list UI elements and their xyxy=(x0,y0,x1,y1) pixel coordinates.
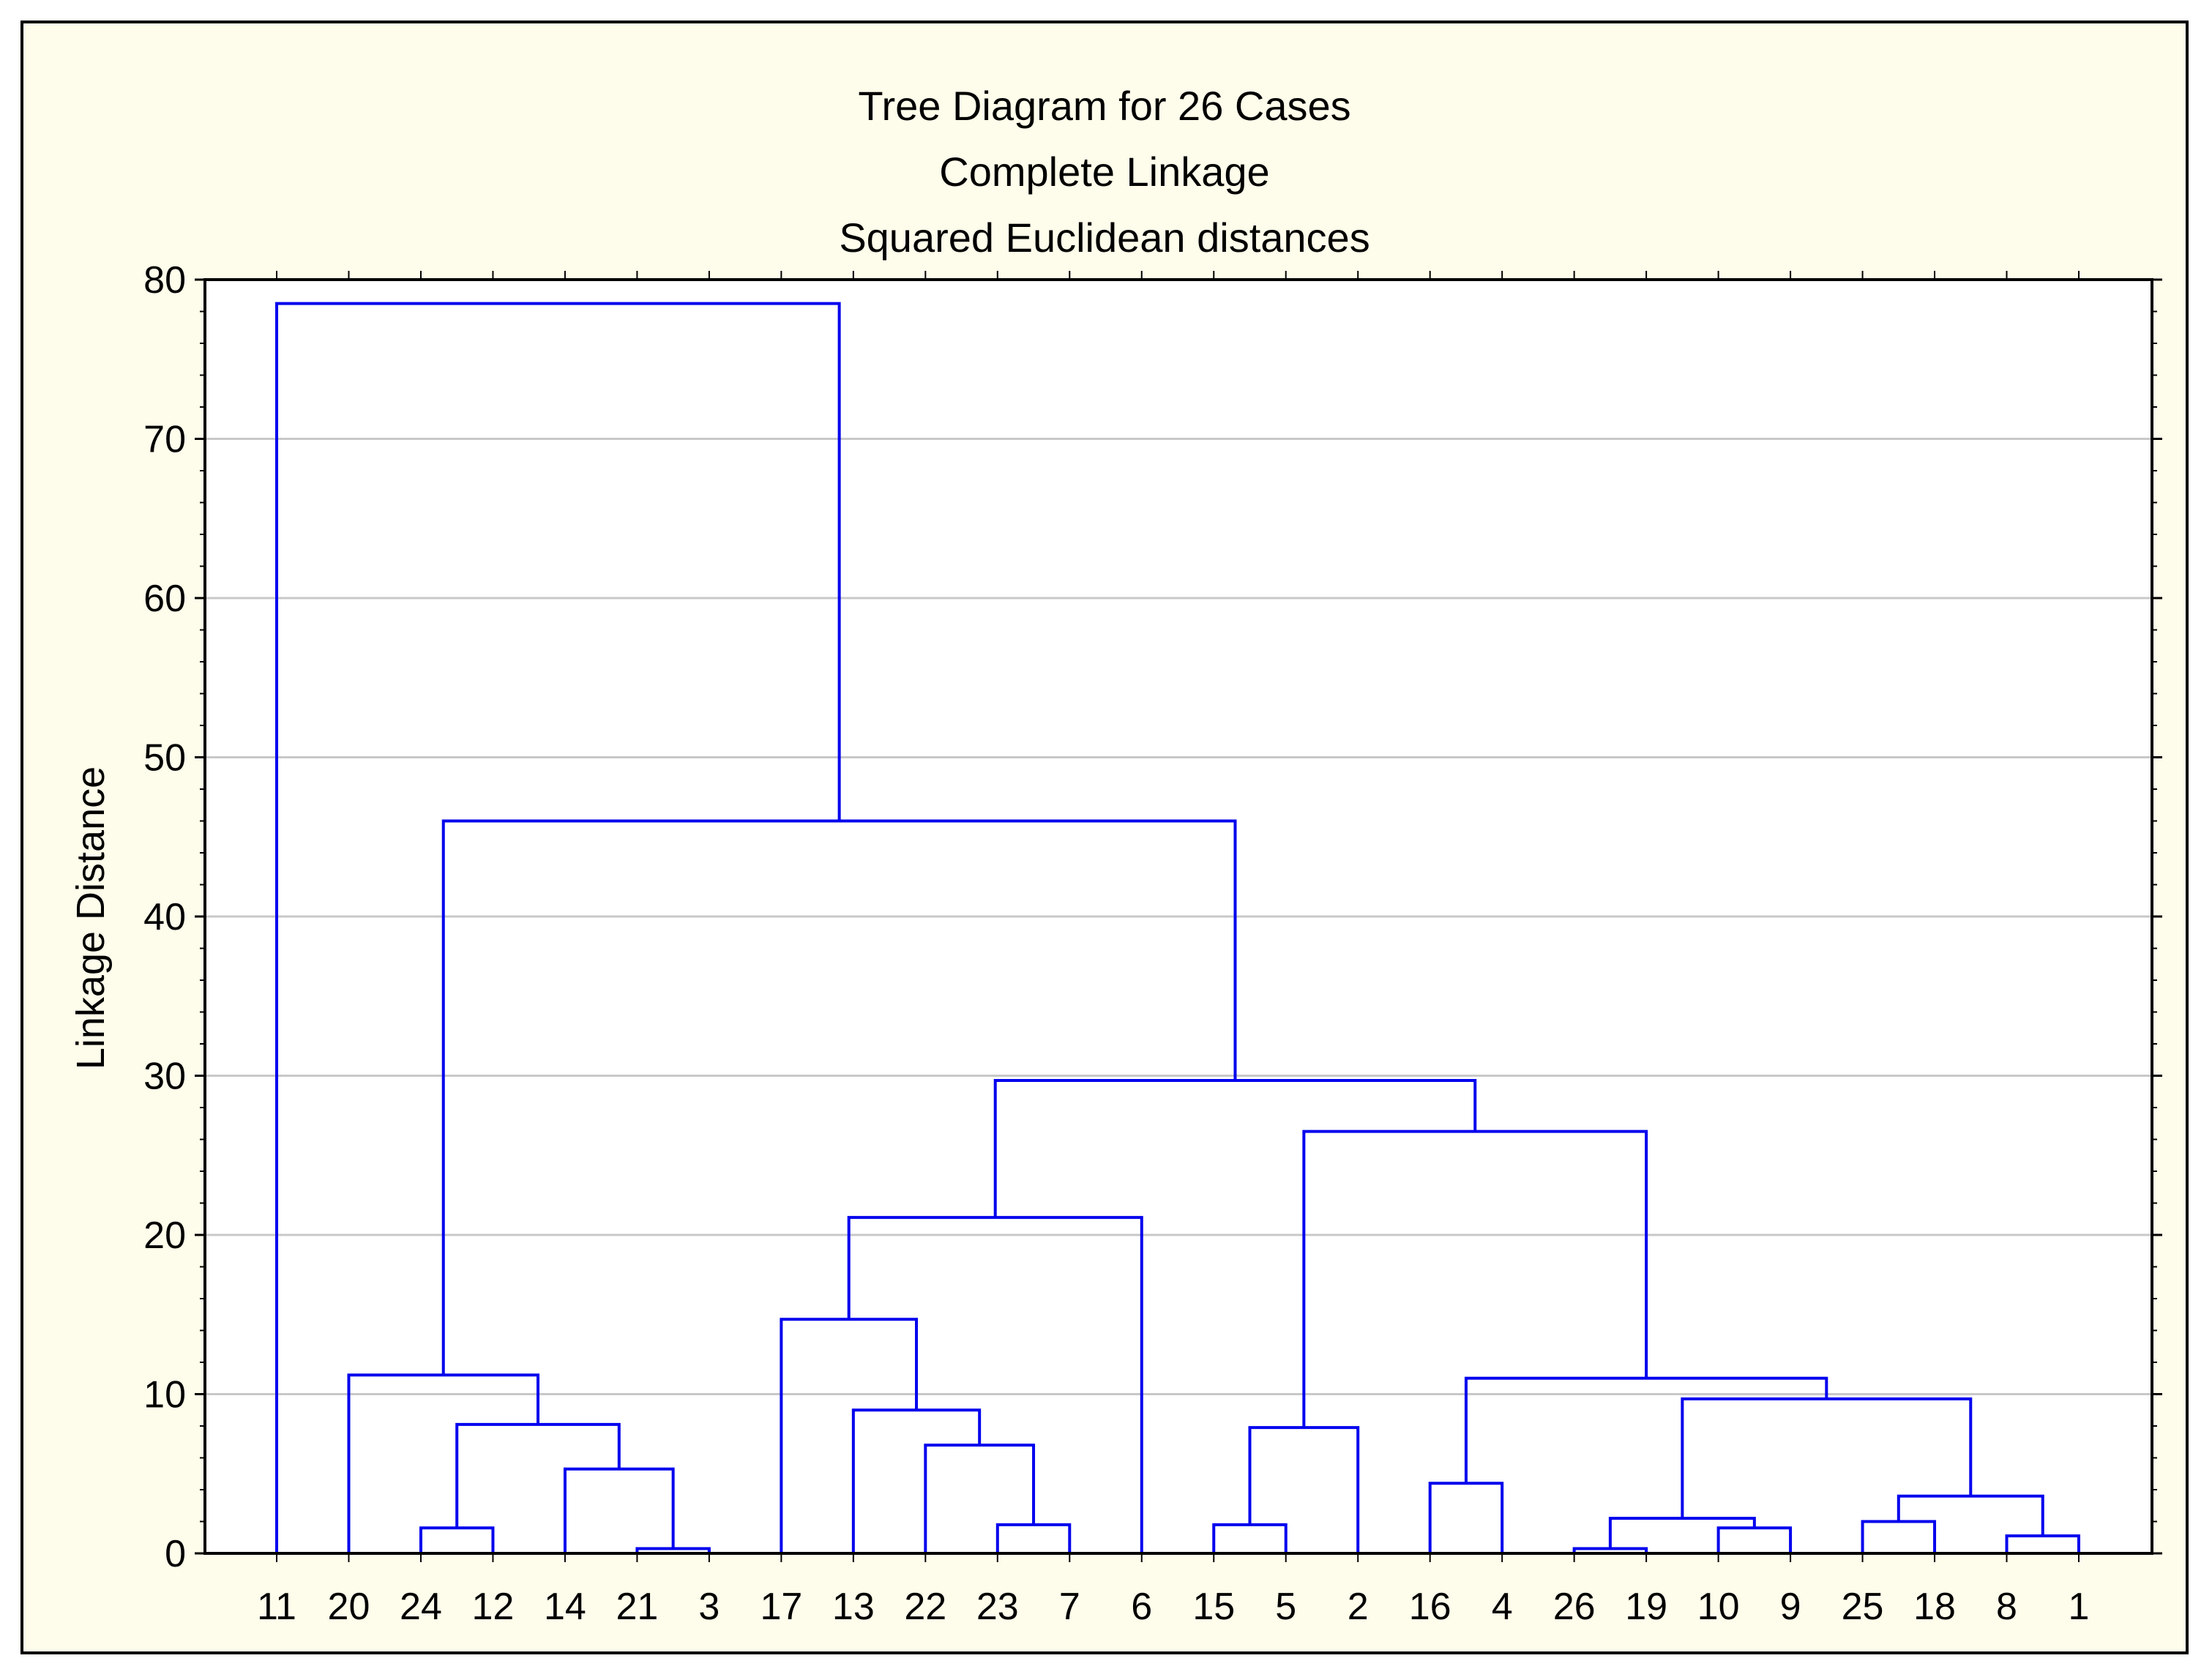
y-tick-label-50: 50 xyxy=(143,737,186,780)
leaf-label-15: 15 xyxy=(1192,1586,1235,1628)
merge-11-(20,...,1) xyxy=(275,302,841,1553)
chart-title: Tree Diagram for 26 Cases xyxy=(858,83,1351,129)
merge-(15,5)-2 xyxy=(1248,1426,1360,1553)
grid-lines xyxy=(205,280,2152,1553)
leaf-label-5: 5 xyxy=(1275,1586,1296,1628)
leaf-label-2: 2 xyxy=(1348,1586,1369,1628)
leaf-label-9: 9 xyxy=(1780,1586,1801,1628)
leaf-label-21: 21 xyxy=(616,1586,658,1628)
leaf-label-1: 1 xyxy=(2069,1586,2090,1628)
leaf-label-8: 8 xyxy=(1996,1586,2017,1628)
leaf-label-25: 25 xyxy=(1842,1586,1884,1628)
leaf-label-7: 7 xyxy=(1059,1586,1080,1628)
leaf-label-10: 10 xyxy=(1697,1586,1740,1628)
leaf-label-11: 11 xyxy=(257,1586,296,1628)
y-axis-label: Linkage Distance xyxy=(69,766,113,1069)
leaf-label-13: 13 xyxy=(832,1586,875,1628)
merge-17-(13,22,23,7) xyxy=(780,1318,919,1553)
dendrogram-lines xyxy=(275,302,2080,1553)
leaf-label-22: 22 xyxy=(904,1586,946,1628)
chart-frame: Tree Diagram for 26 Cases Complete Linka… xyxy=(20,20,2189,1654)
leaf-label-16: 16 xyxy=(1409,1586,1451,1628)
y-tick-label-30: 30 xyxy=(143,1056,186,1098)
y-tick-label-20: 20 xyxy=(143,1214,186,1257)
merge-(26,19,10,9)-(25,18,8,1) xyxy=(1681,1397,1973,1519)
leaf-label-17: 17 xyxy=(760,1586,802,1628)
plot-border xyxy=(203,278,2153,1555)
leaf-label-4: 4 xyxy=(1492,1586,1513,1628)
chart-subtitle-linkage: Complete Linkage xyxy=(939,149,1270,195)
leaf-label-23: 23 xyxy=(976,1586,1019,1628)
y-tick-label-70: 70 xyxy=(143,419,186,461)
merge-26-19 xyxy=(1572,1547,1648,1553)
leaf-label-24: 24 xyxy=(400,1586,442,1628)
leaf-label-20: 20 xyxy=(328,1586,370,1628)
merge-(15,5,2)-(16,4,26,19,10,9,25,18,8,1) xyxy=(1302,1130,1648,1428)
leaf-label-19: 19 xyxy=(1625,1586,1667,1628)
y-tick-label-10: 10 xyxy=(143,1374,186,1416)
y-tick-label-40: 40 xyxy=(143,896,186,938)
leaf-label-26: 26 xyxy=(1553,1586,1596,1628)
y-tick-label-60: 60 xyxy=(143,578,186,620)
leaf-label-12: 12 xyxy=(472,1586,515,1628)
leaf-label-6: 6 xyxy=(1131,1586,1152,1628)
merge-21-3 xyxy=(635,1547,711,1553)
chart-subtitle-distance: Squared Euclidean distances xyxy=(839,214,1370,261)
y-tick-label-80: 80 xyxy=(143,259,186,302)
leaf-label-3: 3 xyxy=(698,1586,720,1628)
leaf-label-18: 18 xyxy=(1913,1586,1956,1628)
leaf-label-14: 14 xyxy=(544,1586,586,1628)
merge-(17,13,22,23,7,6)-(15,5,2,16,4,...) xyxy=(993,1079,1477,1218)
y-tick-label-0: 0 xyxy=(165,1533,186,1575)
